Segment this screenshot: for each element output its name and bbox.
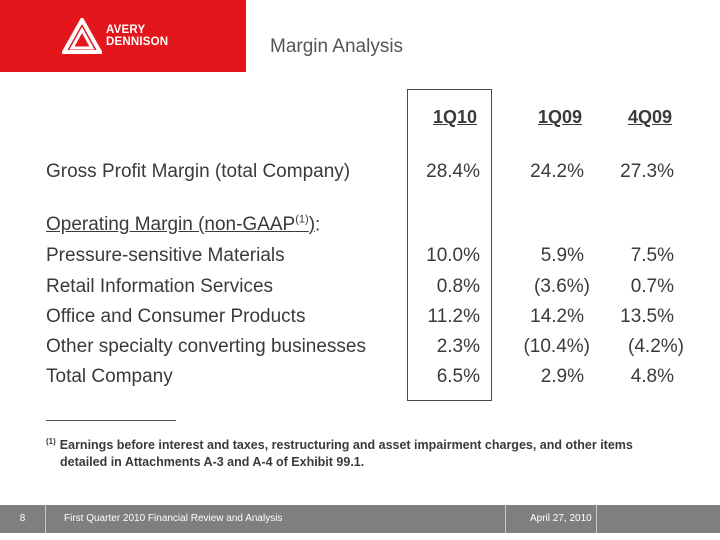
avery-dennison-logo-icon <box>62 18 102 54</box>
row-value-4q09: (4.2%) <box>628 336 684 357</box>
gross-profit-1q10: 28.4% <box>426 161 480 182</box>
gross-profit-1q09: 24.2% <box>530 161 584 182</box>
footnote: (1) Earnings before interest and taxes, r… <box>46 433 676 471</box>
brand-logo-text: AVERY DENNISON <box>106 24 168 48</box>
page-number: 8 <box>0 505 46 533</box>
gross-profit-4q09: 27.3% <box>620 161 674 182</box>
column-header-1q10: 1Q10 <box>432 107 477 127</box>
slide-title: Margin Analysis <box>270 36 404 57</box>
footnote-divider <box>46 420 176 421</box>
row-label: Pressure-sensitive Materials <box>46 245 285 266</box>
row-value-1q10: 2.3% <box>436 336 480 357</box>
row-value-4q09: 13.5% <box>620 306 674 327</box>
row-value-1q10: 10.0% <box>426 245 480 266</box>
row-label: Total Company <box>46 366 173 387</box>
column-header-1q09: 1Q09 <box>537 107 582 127</box>
row-label: Retail Information Services <box>46 276 274 297</box>
operating-margin-heading: Operating Margin (non-GAAP(1)): <box>46 214 320 236</box>
row-value-4q09: 7.5% <box>630 245 674 266</box>
row-value-4q09: 4.8% <box>630 366 674 387</box>
row-value-1q09: (3.6%) <box>534 276 590 297</box>
footer-divider <box>596 505 597 533</box>
row-value-1q09: 2.9% <box>540 366 584 387</box>
row-value-1q10: 6.5% <box>436 366 480 387</box>
footnote-mark: (1) <box>46 437 56 446</box>
brand-header-block: AVERY DENNISON <box>0 0 246 72</box>
row-value-1q09: 5.9% <box>540 245 584 266</box>
footnote-line-2: detailed in Attachments A-3 and A-4 of E… <box>60 455 365 470</box>
row-value-1q10: 11.2% <box>427 306 480 327</box>
row-label: Office and Consumer Products <box>46 306 306 327</box>
footer-bar: 8 First Quarter 2010 Financial Review an… <box>0 505 720 533</box>
footnote-ref-1: (1) <box>295 214 309 226</box>
row-value-1q09: (10.4%) <box>523 336 590 357</box>
footer-date: April 27, 2010 <box>530 513 592 524</box>
footnote-line-1: Earnings before interest and taxes, rest… <box>59 438 633 453</box>
footer-divider <box>505 505 506 533</box>
operating-margin-colon: : <box>315 214 321 236</box>
gross-profit-label: Gross Profit Margin (total Company) <box>46 161 351 182</box>
operating-margin-heading-text: Operating Margin (non-GAAP(1)) <box>46 214 316 236</box>
row-value-1q09: 14.2% <box>530 306 584 327</box>
logo-line-1: AVERY <box>106 24 146 36</box>
footer-document-title: First Quarter 2010 Financial Review and … <box>64 513 283 524</box>
current-quarter-highlight-box <box>407 89 492 401</box>
logo-line-2: DENNISON <box>106 36 169 48</box>
row-value-1q10: 0.8% <box>436 276 480 297</box>
row-value-4q09: 0.7% <box>630 276 674 297</box>
column-header-4q09: 4Q09 <box>627 107 672 127</box>
row-label: Other specialty converting businesses <box>46 336 366 357</box>
